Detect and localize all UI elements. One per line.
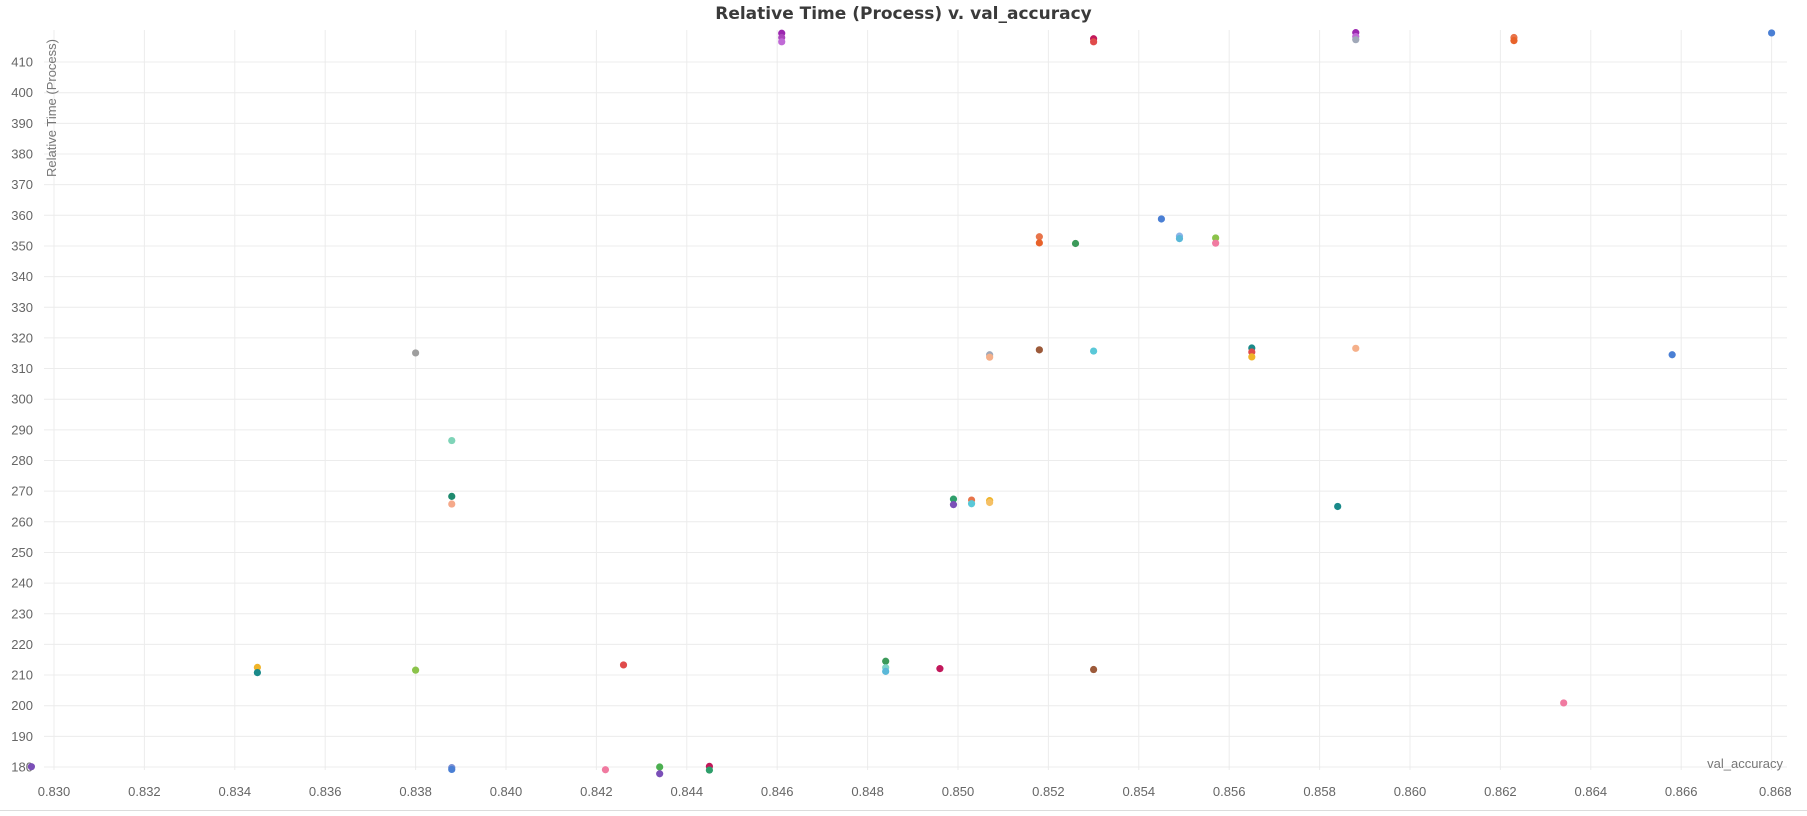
data-point[interactable] <box>412 666 420 674</box>
y-tick-label: 340 <box>11 269 33 284</box>
data-point[interactable] <box>253 663 261 671</box>
y-tick-label: 260 <box>11 514 33 529</box>
data-point[interactable] <box>656 763 664 771</box>
y-tick-label: 380 <box>11 147 33 162</box>
data-point[interactable] <box>1248 353 1256 361</box>
x-axis-label: val_accuracy <box>1707 756 1783 771</box>
data-point[interactable] <box>656 770 664 778</box>
data-point[interactable] <box>1560 699 1568 707</box>
y-tick-label: 190 <box>11 729 33 744</box>
data-point[interactable] <box>1352 344 1360 352</box>
x-tick-label: 0.866 <box>1665 784 1698 799</box>
data-point[interactable] <box>967 500 976 508</box>
data-point[interactable] <box>778 38 786 46</box>
y-tick-label: 250 <box>11 545 33 560</box>
y-tick-label: 310 <box>11 361 33 376</box>
data-point[interactable] <box>882 667 890 675</box>
y-tick-label: 350 <box>11 238 33 253</box>
data-point[interactable] <box>619 661 628 669</box>
data-point[interactable] <box>1035 239 1043 247</box>
data-point[interactable] <box>601 766 610 774</box>
data-point[interactable] <box>1334 502 1342 511</box>
x-tick-label: 0.840 <box>490 784 523 799</box>
x-tick-label: 0.846 <box>761 784 794 799</box>
x-tick-label: 0.844 <box>671 784 704 799</box>
data-point[interactable] <box>253 668 261 677</box>
y-tick-label: 390 <box>11 116 33 131</box>
y-tick-label: 410 <box>11 55 33 70</box>
x-tick-label: 0.848 <box>851 784 884 799</box>
y-tick-label: 360 <box>11 208 33 223</box>
data-point[interactable] <box>412 349 420 357</box>
y-tick-label: 270 <box>11 484 33 499</box>
data-point[interactable] <box>1352 36 1360 44</box>
data-point[interactable] <box>448 500 456 508</box>
x-tick-label: 0.850 <box>942 784 975 799</box>
y-tick-label: 230 <box>11 606 33 621</box>
x-tick-label: 0.858 <box>1303 784 1336 799</box>
y-tick-label: 280 <box>11 453 33 468</box>
data-point[interactable] <box>949 495 958 503</box>
y-tick-label: 180 <box>11 760 33 775</box>
data-point[interactable] <box>1090 347 1098 355</box>
data-point[interactable] <box>1090 38 1098 46</box>
data-point[interactable] <box>1035 233 1043 241</box>
x-tick-label: 0.830 <box>38 784 71 799</box>
x-tick-label: 0.862 <box>1484 784 1517 799</box>
data-point[interactable] <box>949 501 958 509</box>
data-point[interactable] <box>448 492 456 500</box>
x-tick-label: 0.836 <box>309 784 342 799</box>
x-tick-label: 0.834 <box>219 784 252 799</box>
data-point[interactable] <box>705 766 714 774</box>
y-tick-label: 200 <box>11 698 33 713</box>
data-point[interactable] <box>448 436 456 445</box>
chart-bottom-border <box>0 810 1807 811</box>
x-tick-label: 0.838 <box>399 784 432 799</box>
grid-lines <box>44 30 1787 770</box>
data-point[interactable] <box>1212 239 1220 247</box>
x-tick-label: 0.864 <box>1575 784 1608 799</box>
y-tick-label: 370 <box>11 177 33 192</box>
y-tick-label: 290 <box>11 422 33 437</box>
y-tick-label: 320 <box>11 330 33 345</box>
x-axis-ticks: 0.830 0.832 0.834 0.836 0.838 0.840 0.842 0.844… <box>38 784 1792 799</box>
y-tick-label: 210 <box>11 668 33 683</box>
data-point[interactable] <box>1768 29 1776 37</box>
data-point[interactable] <box>936 665 944 673</box>
y-tick-label: 220 <box>11 637 33 652</box>
x-tick-label: 0.854 <box>1123 784 1156 799</box>
data-points <box>27 29 1776 778</box>
x-tick-label: 0.856 <box>1213 784 1246 799</box>
data-point[interactable] <box>1071 239 1080 248</box>
x-tick-label: 0.860 <box>1394 784 1427 799</box>
y-tick-label: 400 <box>11 85 33 100</box>
data-point[interactable] <box>448 765 456 774</box>
data-point[interactable] <box>882 657 890 665</box>
data-point[interactable] <box>1175 234 1184 243</box>
data-point[interactable] <box>1510 36 1518 45</box>
x-tick-label: 0.852 <box>1032 784 1065 799</box>
y-tick-label: 240 <box>11 576 33 591</box>
x-tick-label: 0.868 <box>1759 784 1792 799</box>
y-tick-label: 330 <box>11 300 33 315</box>
x-tick-label: 0.832 <box>128 784 161 799</box>
y-axis-ticks: 180 190 200 210 220 230 240 250 260 270 280 290 300 3… <box>11 55 33 775</box>
data-point[interactable] <box>27 763 35 771</box>
y-tick-label: 300 <box>11 392 33 407</box>
data-point[interactable] <box>986 353 994 361</box>
data-point[interactable] <box>1035 346 1043 354</box>
data-point[interactable] <box>1668 351 1676 359</box>
data-point[interactable] <box>986 498 994 507</box>
x-tick-label: 0.842 <box>580 784 613 799</box>
data-point[interactable] <box>1212 234 1220 242</box>
chart-title: Relative Time (Process) v. val_accuracy <box>715 4 1092 24</box>
data-point[interactable] <box>1157 215 1165 223</box>
data-point[interactable] <box>1090 665 1098 674</box>
y-axis-label: Relative Time (Process) <box>44 39 59 177</box>
